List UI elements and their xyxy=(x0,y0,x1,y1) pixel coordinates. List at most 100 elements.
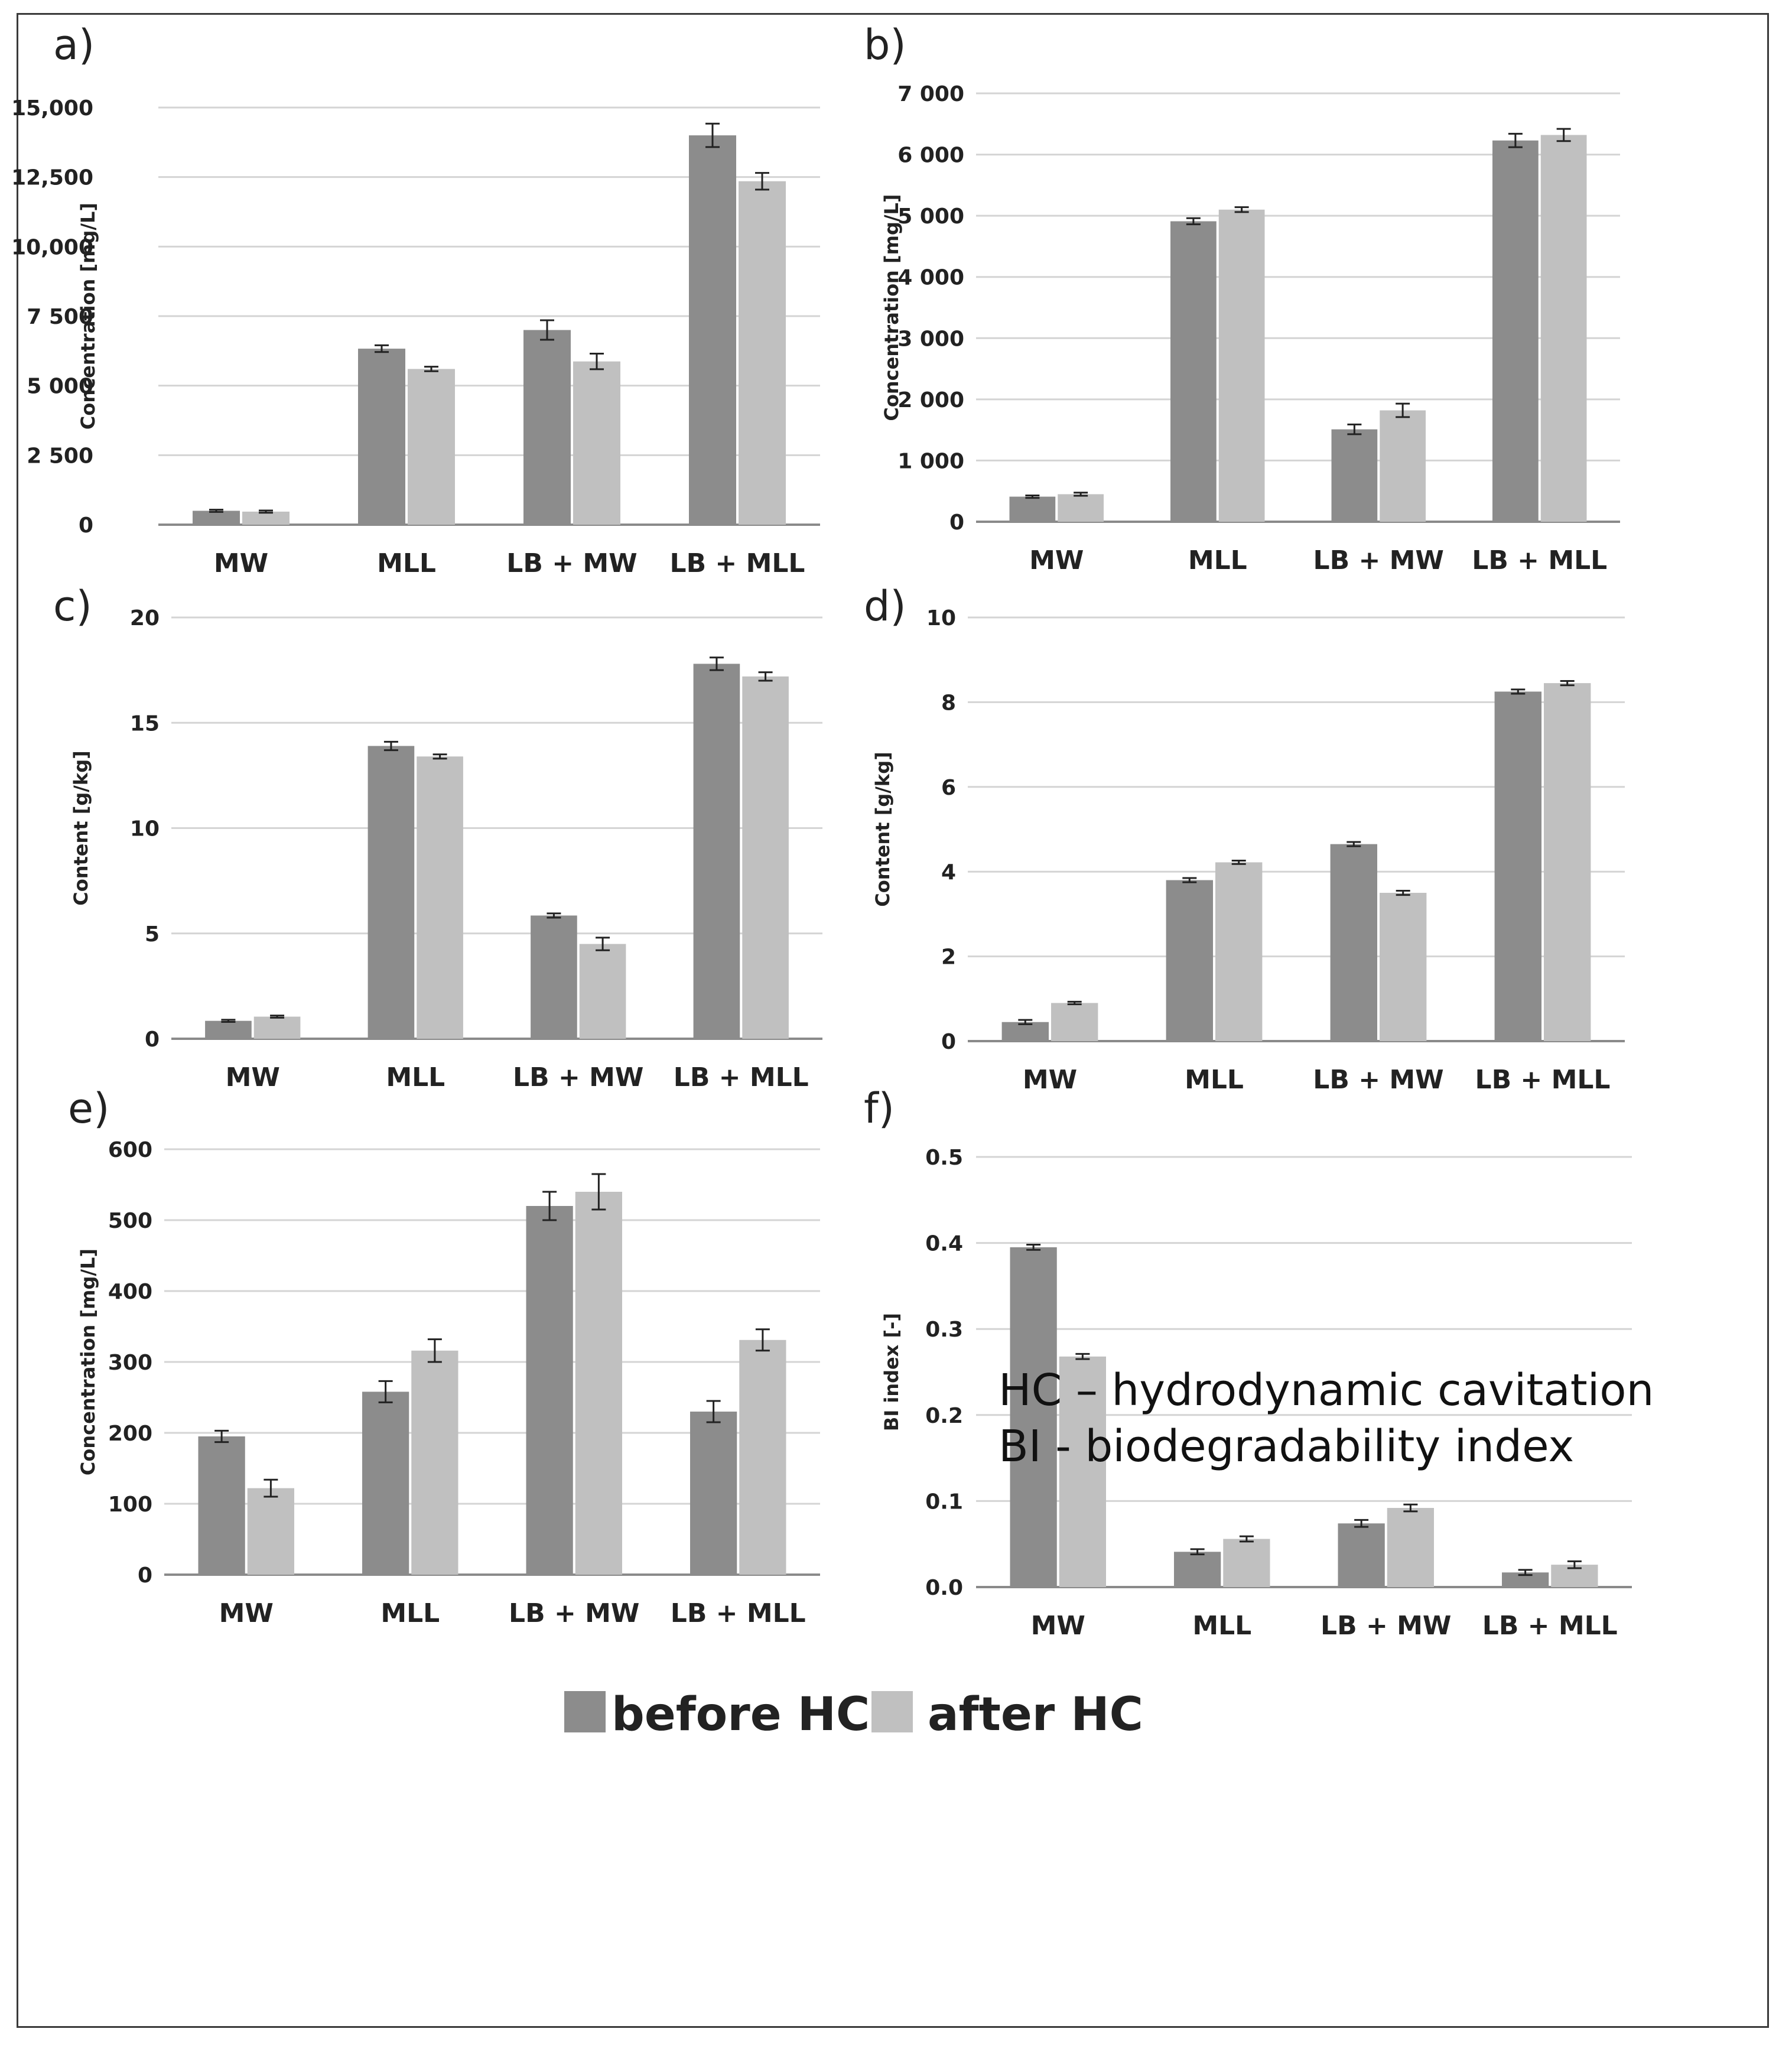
panel-e-bar-after-3 xyxy=(739,1340,786,1575)
panel-c-bar-after-3 xyxy=(742,676,789,1039)
panel-a-bar-before-2 xyxy=(523,330,571,525)
panel-d-tick-label-2: 4 xyxy=(941,860,956,885)
figure-frame xyxy=(17,13,1769,2028)
panel-b-label: b) xyxy=(864,21,906,69)
panel-a-label: a) xyxy=(53,21,95,69)
panel-e-tick-label-2: 200 xyxy=(108,1422,152,1446)
panel-c-bar-after-0 xyxy=(253,1016,301,1039)
panel-e-y-axis-label: Concentration [mg/L] xyxy=(77,1249,99,1475)
panel-b-bar-after-1 xyxy=(1218,209,1265,522)
panel-b-tick-label-2: 2 000 xyxy=(897,388,964,412)
panel-b-tick-label-1: 1 000 xyxy=(897,449,964,473)
panel-f-bar-after-0 xyxy=(1059,1356,1106,1587)
panel-a-y-axis-label: Concentration [mg/L] xyxy=(77,203,99,430)
panel-a-tick-label-0: 0 xyxy=(79,513,93,538)
panel-c-tick-label-2: 10 xyxy=(130,817,160,841)
panel-e-bar-before-0 xyxy=(198,1436,245,1575)
panel-c-category-label-3: LB + MLL xyxy=(674,1062,809,1093)
panel-f-label: f) xyxy=(864,1084,895,1133)
panel-f-tick-label-2: 0.2 xyxy=(925,1404,963,1428)
panel-a-tick-label-4: 10,000 xyxy=(11,235,93,259)
panel-f-tick-label-0: 0.0 xyxy=(925,1576,963,1600)
legend-label-before: before HC xyxy=(612,1688,870,1741)
panel-f-category-label-1: MLL xyxy=(1192,1611,1251,1641)
panel-b-tick-label-4: 4 000 xyxy=(897,266,964,290)
panel-b-bar-after-3 xyxy=(1540,135,1587,522)
panel-f-bar-after-1 xyxy=(1223,1539,1270,1587)
panel-e-tick-label-3: 300 xyxy=(108,1351,152,1375)
panel-d-tick-label-4: 8 xyxy=(941,691,956,715)
panel-d-bar-before-2 xyxy=(1330,844,1377,1041)
legend-label-after: after HC xyxy=(928,1688,1143,1741)
panel-f-tick-label-5: 0.5 xyxy=(925,1146,963,1170)
panel-a-bar-after-1 xyxy=(408,369,455,525)
panel-c-category-label-0: MW xyxy=(226,1062,280,1093)
panel-a-bar-after-0 xyxy=(242,511,290,525)
panel-f-tick-label-4: 0.4 xyxy=(925,1232,963,1256)
panel-e-tick-label-4: 400 xyxy=(108,1280,152,1304)
panel-f-bar-before-1 xyxy=(1174,1552,1221,1587)
panel-d-tick-label-0: 0 xyxy=(941,1030,956,1054)
panel-d-category-label-3: LB + MLL xyxy=(1475,1065,1611,1095)
panel-b-bar-before-0 xyxy=(1009,496,1056,522)
panel-a-tick-label-5: 12,500 xyxy=(11,166,93,190)
panel-b-tick-label-7: 7 000 xyxy=(897,82,964,106)
panel-c-bar-before-3 xyxy=(693,664,740,1039)
panel-b-tick-label-5: 5 000 xyxy=(897,204,964,229)
panel-e-bar-before-2 xyxy=(526,1206,573,1575)
panel-a-tick-label-2: 5 000 xyxy=(27,375,93,399)
panel-e-tick-label-0: 0 xyxy=(138,1563,152,1588)
panel-e-tick-label-5: 500 xyxy=(108,1209,152,1233)
panel-c-bar-before-1 xyxy=(367,746,415,1039)
panel-d-label: d) xyxy=(864,582,906,630)
panel-e-bar-before-1 xyxy=(362,1391,409,1575)
footnote-hc: HC – hydrodynamic cavitation xyxy=(999,1365,1654,1416)
panel-e-category-label-1: MLL xyxy=(380,1598,440,1628)
panel-a-category-label-1: MLL xyxy=(377,548,436,578)
panel-f-tick-label-1: 0.1 xyxy=(925,1490,963,1514)
panel-d-bar-before-3 xyxy=(1494,691,1541,1041)
panel-c-bar-before-2 xyxy=(531,915,577,1039)
panel-b-y-axis-label: Concentration [mg/L] xyxy=(880,194,903,421)
panel-d-bar-after-2 xyxy=(1380,893,1427,1041)
panel-d-category-label-2: LB + MW xyxy=(1313,1065,1443,1095)
panel-c-bar-after-1 xyxy=(417,756,463,1039)
panel-e-bar-after-1 xyxy=(411,1350,458,1575)
panel-f-bar-before-0 xyxy=(1010,1247,1057,1587)
panel-f-category-label-0: MW xyxy=(1031,1611,1085,1641)
panel-c-category-label-2: LB + MW xyxy=(513,1062,643,1093)
panel-c-y-axis-label: Content [g/kg] xyxy=(70,750,92,906)
panel-e-label: e) xyxy=(68,1084,109,1133)
panel-d-bar-after-0 xyxy=(1051,1003,1098,1041)
panel-c-bar-after-2 xyxy=(579,944,626,1039)
panel-b-tick-label-6: 6 000 xyxy=(897,144,964,168)
panel-b-category-label-3: LB + MLL xyxy=(1472,545,1607,576)
panel-f-category-label-3: LB + MLL xyxy=(1482,1611,1618,1641)
panel-e-bar-before-3 xyxy=(690,1412,737,1575)
panel-c-tick-label-3: 15 xyxy=(130,711,160,736)
panel-d-bar-before-1 xyxy=(1166,880,1213,1041)
panel-e-bar-after-0 xyxy=(247,1488,294,1575)
panel-f-bar-after-2 xyxy=(1387,1508,1434,1587)
panel-f-category-label-2: LB + MW xyxy=(1321,1611,1451,1641)
panel-b-category-label-2: LB + MW xyxy=(1313,545,1444,576)
panel-a-category-label-3: LB + MLL xyxy=(670,548,805,578)
panel-c-label: c) xyxy=(53,582,92,630)
panel-b-bar-before-1 xyxy=(1170,221,1217,522)
panel-e-category-label-0: MW xyxy=(219,1598,274,1628)
panel-d-tick-label-3: 6 xyxy=(941,776,956,800)
panel-f-bar-before-2 xyxy=(1338,1523,1385,1587)
panel-b-bar-before-3 xyxy=(1492,140,1539,522)
panel-a-tick-label-3: 7 500 xyxy=(27,305,93,329)
panel-d-tick-label-1: 2 xyxy=(941,945,956,970)
panel-b-category-label-1: MLL xyxy=(1188,545,1247,576)
panel-a-category-label-0: MW xyxy=(214,548,268,578)
panel-c-tick-label-1: 5 xyxy=(145,922,160,947)
panel-a-bar-before-3 xyxy=(689,135,736,525)
panel-e-category-label-3: LB + MLL xyxy=(671,1598,806,1628)
panel-a-category-label-2: LB + MW xyxy=(506,548,637,578)
panel-d-bar-before-0 xyxy=(1001,1022,1049,1041)
legend-swatch-before xyxy=(564,1691,606,1732)
panel-f-y-axis-label: BI index [-] xyxy=(880,1313,903,1431)
panel-c-bar-before-0 xyxy=(205,1020,252,1039)
